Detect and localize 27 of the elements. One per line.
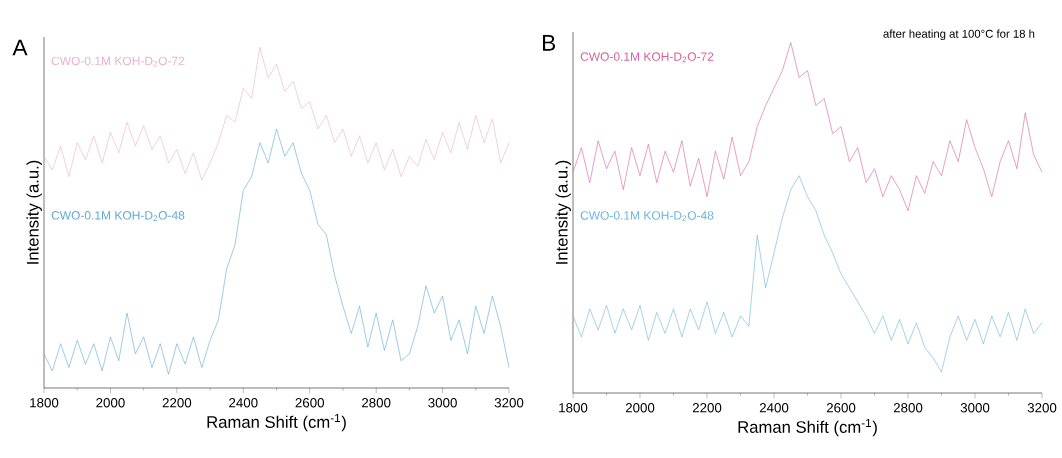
y-axis-title: Intensity (a.u.) xyxy=(555,160,571,264)
x-tick-label: 2400 xyxy=(759,403,789,413)
x-tick-label: 2800 xyxy=(893,403,923,413)
x-tick-label: 2200 xyxy=(162,398,192,408)
x-tick-label: 2800 xyxy=(361,398,391,408)
x-tick-label: 2000 xyxy=(96,398,125,408)
x-tick-label: 1800 xyxy=(559,403,588,413)
x-axis-title: Raman Shift (cm$^{-1}$) xyxy=(207,413,346,432)
x-tick-label: 3200 xyxy=(494,398,524,408)
text: CWO-0.1M KOH-D$_{2}$O-48 xyxy=(51,211,185,221)
text: after heating at 100°C for 18 h xyxy=(883,29,1035,41)
x-tick-label: 2600 xyxy=(295,398,325,408)
x-tick-label: 2400 xyxy=(229,398,258,408)
x-axis-title: Raman Shift (cm$^{-1}$) xyxy=(738,418,877,437)
text: CWO-0.1M KOH-D$_{2}$O-72 xyxy=(51,56,185,67)
x-tick-label: 3000 xyxy=(960,403,990,413)
x-tick-label: 3000 xyxy=(428,398,457,408)
x-tick-label: 3200 xyxy=(1027,403,1057,413)
text: B xyxy=(543,35,556,51)
x-tick-label: 2200 xyxy=(692,403,722,413)
x-tick-label: 2600 xyxy=(826,403,856,413)
x-tick-label: 2000 xyxy=(625,403,655,413)
y-axis-title: Intensity (a.u.) xyxy=(26,160,42,264)
text: CWO-0.1M KOH-D$_{2}$O-48 xyxy=(580,211,714,222)
text: CWO-0.1M KOH-D$_{2}$O-72 xyxy=(580,52,714,63)
x-tick-label: 1800 xyxy=(30,398,59,408)
text: A xyxy=(12,39,28,56)
